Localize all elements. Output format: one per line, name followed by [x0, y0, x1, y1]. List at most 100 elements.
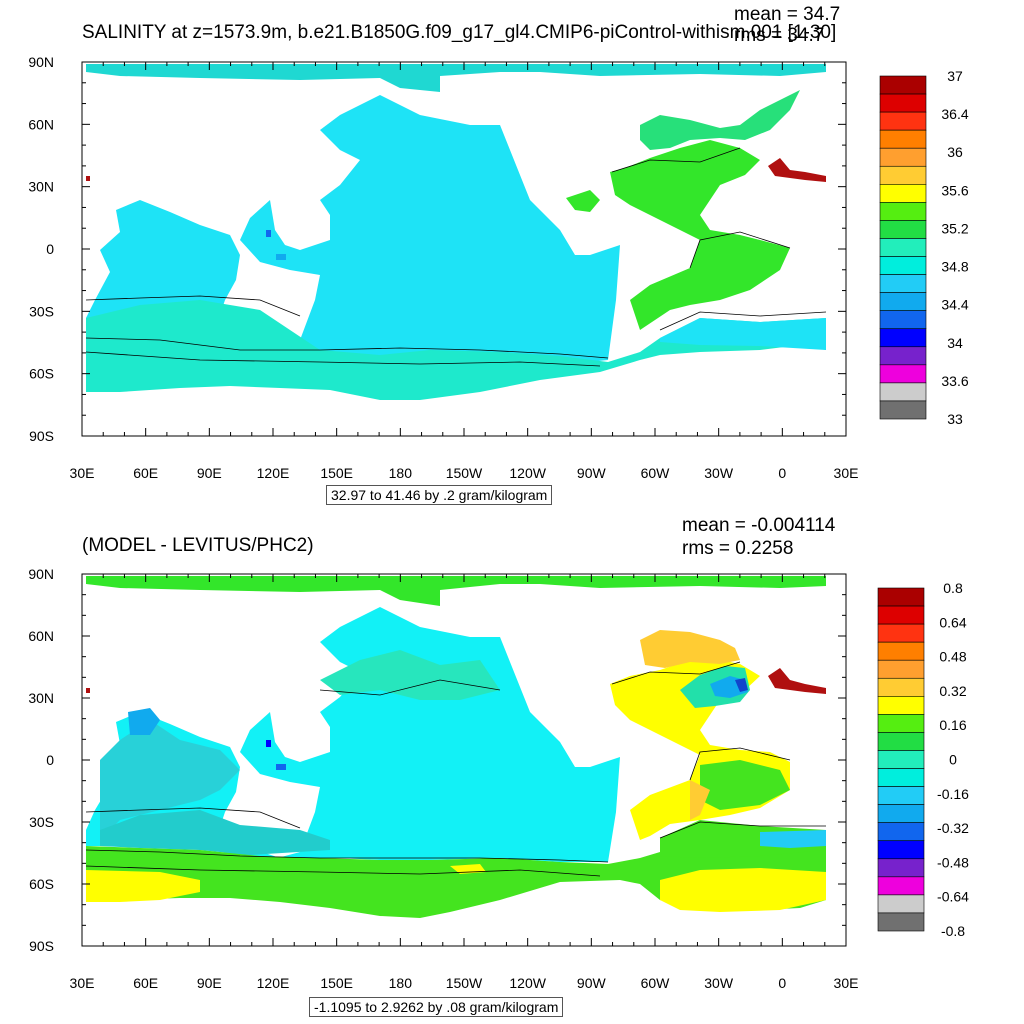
x-tick-label: 120W — [509, 465, 546, 481]
panel2-mediterranean-outflow — [768, 668, 826, 694]
colorbar-label: -0.64 — [937, 889, 969, 905]
colorbar-swatch — [879, 147, 927, 167]
x-tick-label: 90E — [197, 975, 222, 991]
colorbar-swatch — [877, 858, 925, 878]
x-tick-label: 30E — [834, 975, 859, 991]
x-tick-label: 150W — [446, 975, 483, 991]
y-tick-label: 60N — [28, 116, 54, 132]
panel1-mediterranean-outflow — [768, 158, 826, 182]
colorbar-label: 33.6 — [941, 373, 968, 389]
panel1-contour-line — [85, 295, 301, 317]
colorbar-label: -0.8 — [941, 923, 965, 939]
panel2-south-atlantic-green — [660, 820, 826, 858]
panel2-north-atlantic-orange — [640, 630, 740, 668]
x-tick-label: 180 — [389, 975, 413, 991]
panel1-atlantic-ocean — [610, 140, 790, 330]
panel1-southern-ocean — [86, 300, 826, 400]
colorbar-label: 0.48 — [939, 649, 966, 665]
panel2-southern-ocean — [86, 846, 826, 918]
panel1-indonesia-spot — [276, 254, 286, 260]
panel1-arctic-ocean — [86, 64, 500, 92]
colorbar-swatch — [877, 605, 925, 625]
panel1-pacific-indian-ocean — [86, 95, 620, 370]
colorbar-label: 0.8 — [943, 580, 963, 596]
colorbar-label: 0.64 — [939, 614, 966, 630]
panel1-contour-line — [611, 147, 741, 173]
y-tick-label: 0 — [46, 241, 54, 257]
colorbar-swatch — [877, 732, 925, 751]
colorbar-swatch — [879, 165, 927, 185]
panel2-range-note: -1.1095 to 2.9262 by .08 gram/kilogram — [309, 997, 564, 1017]
colorbar-swatch — [879, 184, 927, 203]
x-tick-label: 30E — [70, 975, 95, 991]
panel1-west-med-patch — [86, 176, 90, 181]
x-tick-label: 0 — [778, 975, 786, 991]
colorbar-swatch — [879, 220, 927, 239]
x-tick-label: 30E — [70, 465, 95, 481]
colorbar-label: 0 — [949, 752, 957, 768]
x-tick-label: 150W — [446, 465, 483, 481]
colorbar-swatch — [879, 111, 927, 131]
x-tick-label: 180 — [389, 465, 413, 481]
panel2-north-pacific-patch — [320, 650, 500, 700]
y-tick-label: 30S — [29, 303, 54, 319]
colorbar-swatch — [877, 822, 925, 842]
panel1-contour-line — [659, 311, 827, 331]
y-tick-label: 30N — [28, 179, 54, 195]
colorbar-swatch — [879, 202, 927, 221]
panel2-contour-line — [85, 807, 301, 829]
x-tick-label: 120E — [257, 465, 290, 481]
panel2-contour-line — [689, 747, 791, 781]
panel2-atlantic-green-patch — [700, 760, 790, 810]
panel1-range-note: 32.97 to 41.46 by .2 gram/kilogram — [326, 485, 553, 505]
x-tick-label: 0 — [778, 465, 786, 481]
x-tick-label: 90W — [577, 465, 607, 481]
colorbar-swatch — [879, 93, 927, 113]
colorbar-swatch — [877, 840, 925, 860]
colorbar-swatch — [877, 750, 925, 769]
panel1-map — [85, 64, 827, 400]
x-tick-label: 60W — [641, 465, 671, 481]
colorbar-swatch — [877, 912, 925, 932]
panel2-south-atlantic-blue — [760, 830, 826, 848]
x-tick-label: 30W — [704, 975, 734, 991]
colorbar-swatch — [877, 641, 925, 661]
panel2-map — [85, 576, 826, 918]
y-tick-label: 60S — [29, 876, 54, 892]
panel2-contour-line — [85, 849, 609, 863]
y-tick-label: 30S — [29, 814, 54, 830]
panel2-southern-yellow-west — [86, 870, 200, 902]
colorbar-label: 34 — [947, 335, 963, 351]
colorbar-layer: 37 36.4 36 35.6 35.2 34.8 34.4 34 33.6 33 0.8 0.64 0… — [877, 68, 969, 939]
colorbar-swatch — [877, 659, 925, 679]
x-tick-label: 90W — [577, 975, 607, 991]
y-tick-label: 90N — [28, 566, 54, 582]
panel2-rms: rms = 0.2258 — [682, 538, 794, 559]
panel2-gulf-stream-deep — [735, 678, 748, 692]
colorbar-swatch — [879, 382, 927, 402]
panel1-gulf-of-mexico — [566, 190, 600, 212]
colorbar-label: 33 — [947, 411, 963, 427]
colorbar-label: 35.2 — [941, 220, 968, 236]
panel1-rms: rms = 34.7 — [734, 25, 825, 46]
panel2-south-atlantic-yellow — [660, 868, 826, 912]
colorbar-swatch — [879, 274, 927, 293]
panel2-arctic-ocean-east — [500, 576, 826, 588]
colorbar-swatch — [879, 310, 927, 330]
colorbar-swatch — [877, 768, 925, 787]
colorbar-swatch — [879, 292, 927, 311]
axes-layer: 30E 60E 90E 120E 150E 180 150W 120W 90W 60W 30W 0 30… — [28, 54, 858, 991]
colorbar-label: 0.32 — [939, 683, 966, 699]
colorbar-swatch — [879, 256, 927, 275]
panel1-arctic-ocean-east — [500, 64, 826, 76]
x-tick-label: 60W — [641, 975, 671, 991]
colorbar-label: 34.4 — [941, 297, 968, 313]
panel2-contour-line — [319, 679, 501, 696]
x-tick-label: 60E — [133, 975, 158, 991]
panel1-blue-spot — [266, 230, 271, 237]
panel2-indonesia-spot — [276, 764, 286, 770]
colorbar-swatch — [879, 129, 927, 149]
colorbar-label: 0.16 — [939, 717, 966, 733]
colorbar-label: 36 — [947, 144, 963, 160]
